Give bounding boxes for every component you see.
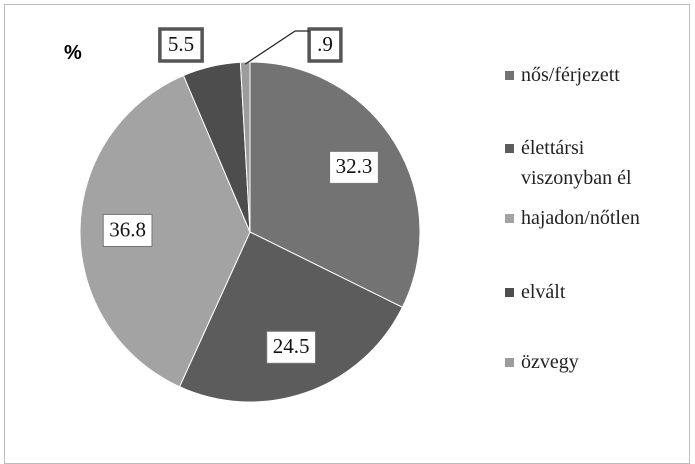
label-box — [158, 27, 204, 63]
legend-label: özvegy — [521, 351, 579, 373]
data-label-text: .9 — [317, 32, 333, 56]
legend-swatch — [505, 358, 514, 367]
data-label-text: 36.8 — [109, 217, 146, 241]
data-label: 5.5 — [158, 27, 204, 63]
leader-line — [244, 30, 310, 65]
legend-swatch — [505, 71, 514, 80]
data-label-text: 32.3 — [336, 154, 373, 178]
data-label: 24.5 — [266, 330, 316, 364]
chart-title: % — [64, 42, 82, 64]
legend-item: élettársi viszonyban él — [505, 133, 685, 193]
pie-slice — [79, 74, 251, 388]
legend-item: nős/férjezett — [505, 60, 685, 90]
legend-item: özvegy — [505, 347, 685, 377]
legend-label: élettársi viszonyban él — [521, 137, 632, 189]
legend-label: hajadon/nőtlen — [521, 207, 640, 229]
pie-slice — [178, 231, 404, 403]
data-label: .9 — [307, 27, 343, 63]
legend-swatch — [505, 288, 514, 297]
label-box — [266, 330, 316, 364]
legend-label: elvált — [521, 281, 566, 303]
label-box — [329, 150, 379, 184]
legend-item: elvált — [505, 277, 685, 307]
data-label-text: 24.5 — [273, 334, 310, 358]
legend-swatch — [505, 214, 514, 223]
legend-swatch — [505, 144, 514, 153]
data-label-text: 5.5 — [168, 32, 194, 56]
data-label: 36.8 — [102, 213, 153, 247]
label-box — [102, 213, 153, 247]
label-box — [307, 27, 343, 63]
pie-slice — [249, 61, 421, 308]
data-label: 32.3 — [329, 150, 379, 184]
legend-label: nős/férjezett — [521, 64, 620, 86]
legend-item: hajadon/nőtlen — [505, 203, 685, 233]
pie-slice — [239, 61, 251, 233]
